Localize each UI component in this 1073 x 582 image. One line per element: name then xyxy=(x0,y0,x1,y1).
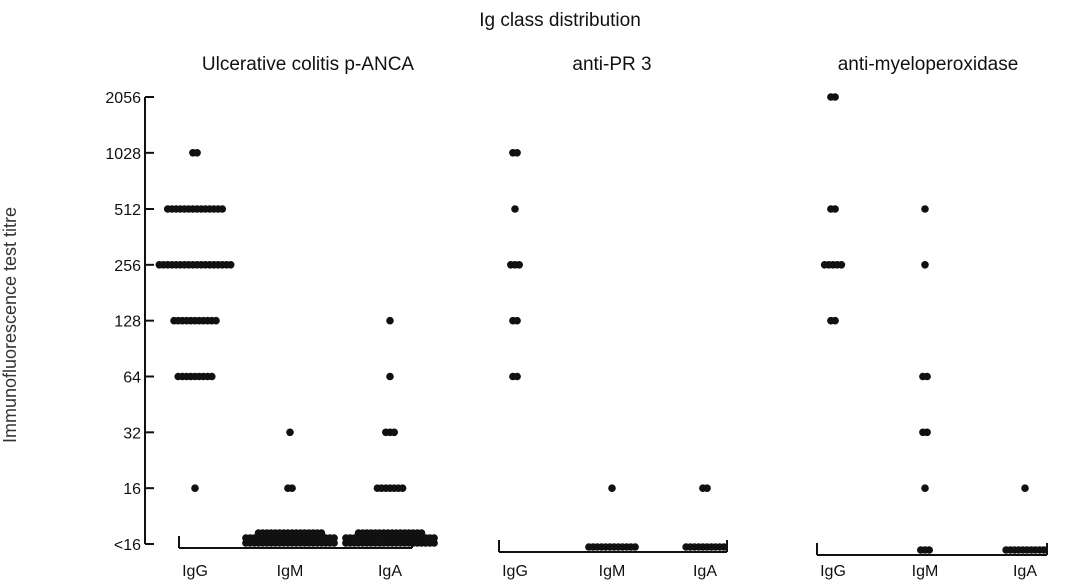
y-tick-label: 1028 xyxy=(105,146,141,163)
data-point xyxy=(288,484,296,493)
data-point xyxy=(921,205,929,213)
panel-title: anti-myeloperoxidase xyxy=(838,54,1019,75)
y-axis-label: Immunofluorescence test titre xyxy=(0,207,20,443)
y-tick-label: 512 xyxy=(114,202,141,219)
data-point xyxy=(286,428,294,437)
data-point xyxy=(720,543,728,551)
panel: anti-myeloperoxidase IgG IgM IgA xyxy=(816,54,1048,580)
y-tick-label: 256 xyxy=(114,258,141,275)
data-point xyxy=(513,149,521,157)
x-category-label: IgG xyxy=(820,563,846,580)
data-point xyxy=(923,372,931,381)
data-point xyxy=(317,529,326,537)
y-tick-label: 128 xyxy=(114,314,141,331)
data-point xyxy=(703,484,711,493)
data-point xyxy=(831,205,839,213)
data-point xyxy=(921,261,929,269)
y-tick-label: 16 xyxy=(123,481,141,498)
data-point xyxy=(1021,484,1029,493)
x-category-label: IgG xyxy=(502,563,528,580)
data-point xyxy=(837,261,846,269)
y-axis: <16 16 32 64 128 256 512 1028 2056 xyxy=(105,90,154,554)
x-category-label: IgG xyxy=(182,563,208,580)
data-point xyxy=(191,484,199,493)
panel: anti-PR 3 IgG IgM IgA xyxy=(498,54,728,580)
y-tick-label: <16 xyxy=(114,537,141,554)
data-point xyxy=(513,316,521,325)
data-point xyxy=(631,543,639,551)
data-point xyxy=(417,529,426,537)
data-point xyxy=(831,93,839,101)
y-tick-label: 2056 xyxy=(105,90,141,107)
data-point xyxy=(208,372,216,381)
x-category-label: IgA xyxy=(1013,563,1037,580)
x-category-label: IgM xyxy=(277,563,304,580)
data-point xyxy=(226,261,235,269)
data-point xyxy=(513,372,521,381)
y-tick-label: 64 xyxy=(123,369,141,386)
x-category-label: IgM xyxy=(912,563,939,580)
data-point xyxy=(398,484,407,493)
panel-title: Ulcerative colitis p-ANCA xyxy=(202,54,415,75)
x-category-label: IgA xyxy=(693,563,717,580)
data-point xyxy=(386,316,394,325)
data-point xyxy=(212,316,220,325)
panel: Ulcerative colitis p-ANCA IgG IgM IgA xyxy=(155,54,438,580)
data-point xyxy=(921,484,929,493)
data-point xyxy=(923,428,931,437)
data-point xyxy=(430,534,438,542)
data-point xyxy=(193,149,201,157)
data-point xyxy=(330,534,338,542)
x-category-label: IgA xyxy=(378,563,402,580)
data-point xyxy=(831,316,839,325)
data-point xyxy=(1040,546,1048,554)
chart-title: Ig class distribution xyxy=(479,10,641,31)
panel-title: anti-PR 3 xyxy=(572,54,651,75)
data-point xyxy=(218,205,227,213)
data-point xyxy=(925,546,933,554)
data-point xyxy=(515,261,523,269)
data-point xyxy=(608,484,616,493)
data-point xyxy=(386,372,394,381)
y-tick-label: 32 xyxy=(123,425,141,442)
x-category-label: IgM xyxy=(599,563,626,580)
data-point xyxy=(511,205,519,213)
data-point xyxy=(390,428,399,437)
